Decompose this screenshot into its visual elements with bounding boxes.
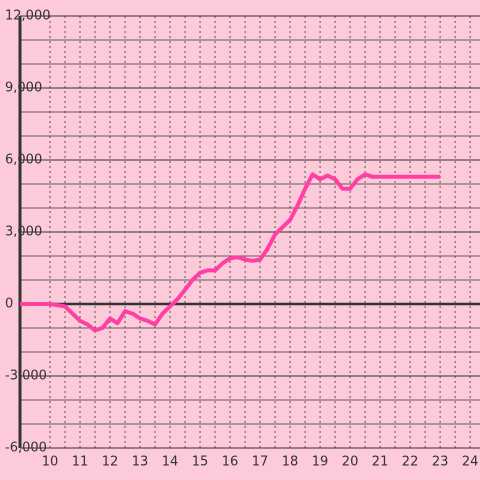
y-tick-label: -6,000	[5, 441, 47, 456]
x-tick-label: 21	[372, 455, 389, 470]
x-tick-label: 24	[462, 455, 479, 470]
x-tick-label: 23	[432, 455, 449, 470]
x-tick-label: 17	[252, 455, 269, 470]
x-tick-label: 18	[282, 455, 299, 470]
y-tick-label: 12,000	[5, 9, 51, 24]
x-tick-label: 12	[102, 455, 119, 470]
x-tick-label: 20	[342, 455, 359, 470]
y-tick-label: 0	[5, 297, 13, 312]
x-tick-label: 11	[72, 455, 89, 470]
x-tick-label: 15	[192, 455, 209, 470]
y-tick-label: -3,000	[5, 369, 47, 384]
x-tick-label: 10	[42, 455, 59, 470]
y-tick-label: 6,000	[5, 153, 42, 168]
x-tick-label: 16	[222, 455, 239, 470]
x-tick-label: 14	[162, 455, 179, 470]
x-tick-label: 19	[312, 455, 329, 470]
y-tick-label: 3,000	[5, 225, 42, 240]
data-line	[20, 172, 441, 333]
x-tick-label: 13	[132, 455, 149, 470]
y-tick-label: 9,000	[5, 81, 42, 96]
x-tick-label: 22	[402, 455, 419, 470]
